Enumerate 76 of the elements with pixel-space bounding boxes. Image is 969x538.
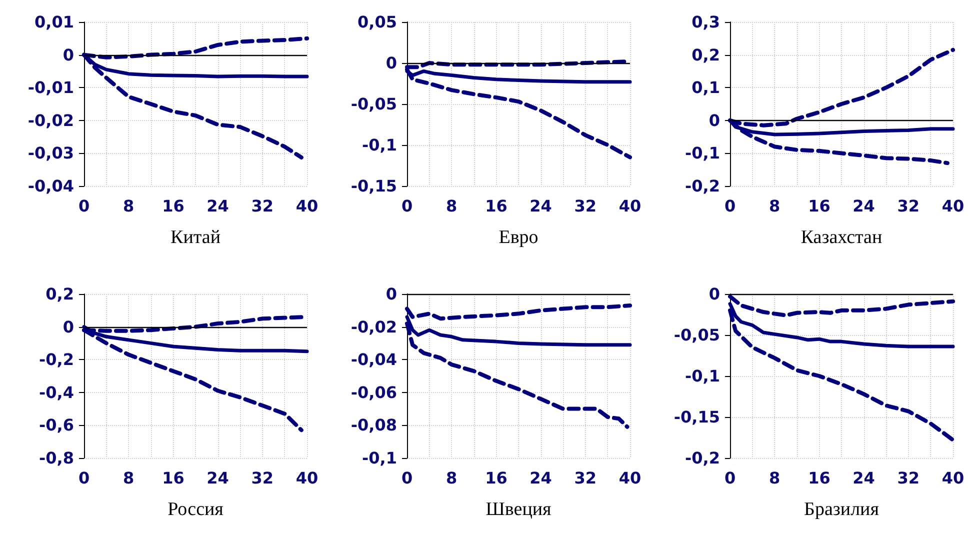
x-tick-label: 0: [78, 196, 90, 216]
y-tick-label: -0,15: [350, 176, 397, 196]
x-tick-label: 8: [123, 468, 134, 488]
y-tick-label: -0,02: [350, 317, 397, 336]
y-tick-label: -0,08: [350, 416, 397, 435]
x-axis-title: Бразилия: [804, 499, 880, 520]
x-tick-label: 24: [206, 196, 229, 216]
y-tick-label: -0,2: [39, 350, 74, 370]
x-tick-label: 8: [446, 196, 458, 216]
y-tick-label: -0,02: [28, 110, 74, 130]
y-tick-label: -0,6: [39, 416, 74, 435]
x-tick-label: 0: [401, 196, 413, 216]
y-tick-label: 0,2: [692, 45, 720, 64]
y-tick-label: -0,1: [685, 366, 720, 386]
x-tick-label: 40: [296, 468, 318, 488]
x-axis-title: Швеция: [486, 499, 552, 520]
y-tick-label: -0,03: [28, 144, 74, 163]
x-tick-label: 16: [808, 196, 830, 216]
x-tick-label: 8: [769, 196, 780, 216]
y-tick-label: -0,01: [28, 78, 74, 98]
y-tick-label: -0,4: [39, 382, 74, 402]
x-tick-label: 32: [251, 468, 274, 488]
y-tick-label: -0,2: [685, 448, 720, 468]
x-tick-label: 16: [162, 468, 184, 488]
x-tick-label: 16: [162, 196, 184, 216]
y-tick-label: 0: [62, 45, 74, 64]
y-tick-label: 0: [386, 284, 397, 304]
x-tick-label: 32: [897, 468, 920, 488]
x-tick-label: 40: [296, 196, 318, 216]
y-tick-label: -0,8: [39, 448, 74, 468]
y-tick-label: -0,1: [685, 144, 720, 163]
x-tick-label: 40: [618, 468, 642, 488]
x-tick-label: 24: [530, 196, 552, 216]
y-tick-label: -0,2: [685, 176, 720, 196]
x-tick-label: 24: [206, 468, 229, 488]
x-tick-label: 8: [123, 196, 134, 216]
x-tick-label: 0: [78, 468, 90, 488]
x-tick-label: 32: [574, 196, 597, 216]
y-tick-label: 0,3: [692, 12, 720, 32]
x-tick-label: 0: [724, 468, 736, 488]
x-axis-title: Евро: [498, 227, 538, 248]
y-tick-label: -0,04: [28, 176, 74, 196]
y-tick-label: 0,1: [692, 78, 720, 98]
y-tick-label: 0,05: [358, 12, 397, 32]
x-axis-title: Россия: [168, 499, 224, 520]
y-tick-label: 0,2: [46, 284, 74, 304]
y-tick-label: 0: [708, 110, 720, 130]
y-tick-label: -0,05: [674, 326, 720, 344]
x-tick-label: 40: [618, 196, 642, 216]
x-tick-label: 24: [852, 196, 875, 216]
y-tick-label: -0,06: [350, 382, 397, 402]
y-tick-label: 0: [386, 54, 397, 72]
x-tick-label: 0: [401, 468, 413, 488]
x-tick-label: 16: [808, 468, 830, 488]
x-tick-label: 8: [446, 468, 458, 488]
x-axis-title: Китай: [170, 227, 220, 248]
y-tick-label: 0,01: [34, 12, 74, 32]
y-tick-label: 0: [708, 284, 720, 304]
y-tick-label: -0,04: [350, 350, 397, 370]
y-tick-label: -0,15: [674, 408, 720, 426]
x-tick-label: 32: [574, 468, 597, 488]
y-tick-label: -0,05: [350, 94, 397, 114]
x-tick-label: 0: [724, 196, 736, 216]
x-tick-label: 32: [251, 196, 274, 216]
y-tick-label: -0,1: [362, 136, 397, 154]
x-tick-label: 40: [942, 468, 964, 488]
x-tick-label: 24: [852, 468, 875, 488]
x-tick-label: 16: [485, 196, 508, 216]
x-tick-label: 8: [769, 468, 780, 488]
x-tick-label: 32: [897, 196, 920, 216]
x-tick-label: 16: [485, 468, 508, 488]
x-axis-title: Казахстан: [800, 227, 882, 248]
x-tick-label: 40: [942, 196, 964, 216]
x-tick-label: 24: [530, 468, 552, 488]
y-tick-label: -0,1: [362, 448, 397, 468]
y-tick-label: 0: [62, 317, 74, 336]
